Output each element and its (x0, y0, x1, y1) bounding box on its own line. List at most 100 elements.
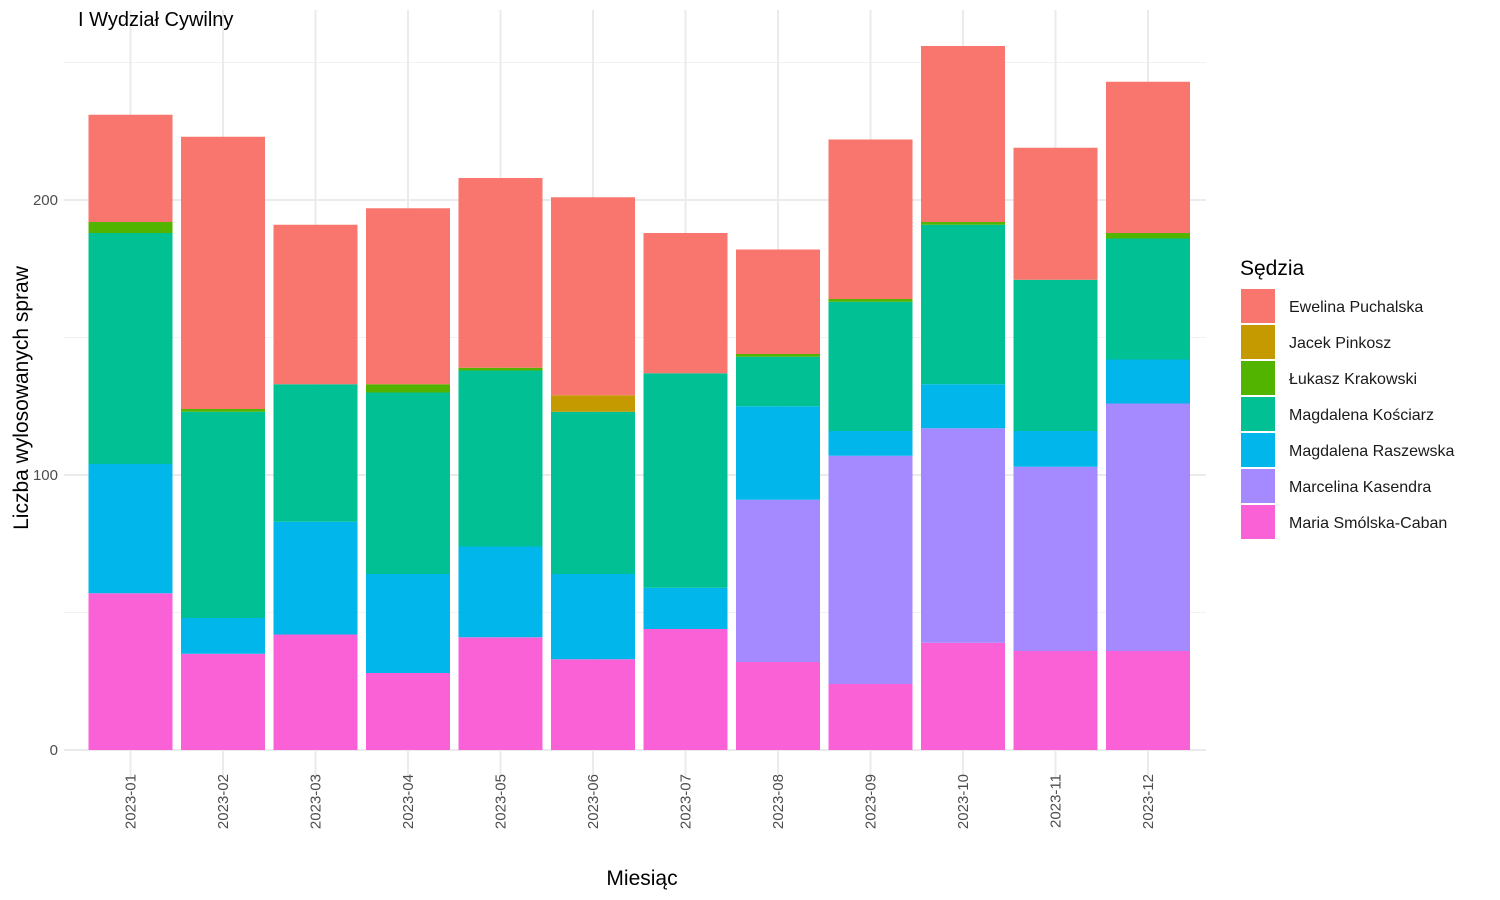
x-tick-label: 2023-12 (1140, 774, 1157, 829)
bar-segment (273, 384, 358, 522)
legend-label: Jacek Pinkosz (1289, 335, 1391, 352)
bar-segment (181, 411, 265, 618)
legend-swatch (1241, 325, 1275, 359)
legend-label: Marcelina Kasendra (1289, 479, 1431, 496)
bar-segment (828, 301, 913, 431)
x-tick-label: 2023-07 (678, 774, 695, 829)
bar-segment (88, 114, 173, 222)
bar-segment (181, 618, 265, 654)
bar-segment (1106, 359, 1190, 404)
bar-segment (551, 395, 635, 412)
x-tick-label: 2023-05 (493, 774, 510, 829)
bar-segment (643, 233, 728, 374)
bar-segment (88, 222, 173, 233)
legend-label: Magdalena Kościarz (1289, 407, 1434, 424)
x-tick-label: 2023-10 (955, 774, 972, 829)
bar-segment (1013, 279, 1098, 431)
bar-segment (366, 384, 450, 393)
bar-segment (1106, 233, 1190, 239)
legend-label: Magdalena Raszewska (1289, 443, 1455, 460)
bar-segment (921, 642, 1005, 750)
bar-segment (273, 634, 358, 750)
bar-segment (1013, 466, 1098, 651)
bar-segment (366, 574, 450, 673)
bar-segment (1013, 147, 1098, 280)
bar-segment (736, 662, 820, 750)
bar-segment (366, 392, 450, 574)
bar-segment (181, 409, 265, 412)
bar-segment (921, 46, 1005, 222)
x-tick-label: 2023-08 (770, 774, 787, 829)
x-tick-label: 2023-02 (215, 774, 232, 829)
x-tick-label: 2023-06 (585, 774, 602, 829)
bar-segment (458, 370, 543, 547)
bar-segment (1106, 403, 1190, 651)
x-tick-label: 2023-04 (400, 774, 417, 829)
legend-title: Sędzia (1240, 257, 1305, 280)
bar-segment (736, 249, 820, 354)
legend: Sędzia Ewelina Puchalska Jacek Pinkosz Łuk… (1240, 257, 1455, 539)
bar-segment (828, 139, 913, 299)
bar-segment (181, 136, 265, 409)
legend-swatch (1241, 433, 1275, 467)
bar-segment (1013, 431, 1098, 467)
bar-segment (921, 224, 1005, 385)
x-axis-title: Miesiąc (606, 867, 677, 890)
legend-swatch (1241, 505, 1275, 539)
y-axis-ticks: 0 100 200 (33, 192, 58, 759)
legend-swatch (1241, 397, 1275, 431)
bar-segment (736, 406, 820, 500)
bar-segment (273, 521, 358, 635)
bar-segment (921, 384, 1005, 429)
legend-label: Maria Smólska-Caban (1289, 515, 1447, 532)
x-tick-label: 2023-11 (1048, 774, 1065, 828)
bar-segment (366, 208, 450, 385)
bar-segment (181, 653, 265, 750)
bar-segment (921, 222, 1005, 225)
bar-segment (1106, 238, 1190, 360)
legend-label: Ewelina Puchalska (1289, 299, 1423, 316)
legend-swatch (1241, 289, 1275, 323)
bar-segment (1106, 651, 1190, 750)
legend-swatch (1241, 469, 1275, 503)
bar-segment (1106, 81, 1190, 233)
bar-segment (736, 356, 820, 407)
bar-segment (828, 431, 913, 456)
bar-segment (458, 367, 543, 371)
bar-segment (88, 593, 173, 750)
bar-segment (643, 373, 728, 588)
bar-segment (1013, 651, 1098, 750)
bar-segment (458, 637, 543, 750)
bar-segment (88, 233, 173, 464)
bar-segment (828, 684, 913, 750)
x-axis-ticks: 2023-01 2023-02 2023-03 2023-04 2023-05 2023-… (123, 774, 1158, 829)
x-tick-label: 2023-03 (308, 774, 325, 829)
y-tick-label: 100 (33, 467, 58, 484)
bar-segment (458, 178, 543, 368)
bar-segment (643, 587, 728, 629)
bar-segment (366, 673, 450, 750)
chart-title: I Wydział Cywilny (78, 9, 233, 31)
bar-segment (551, 411, 635, 574)
bar-segment (458, 546, 543, 638)
y-tick-label: 0 (50, 742, 58, 759)
bar-segment (551, 659, 635, 750)
x-tick-label: 2023-01 (123, 774, 140, 829)
x-tick-label: 2023-09 (863, 774, 880, 829)
bar-segment (88, 464, 173, 594)
legend-swatch (1241, 361, 1275, 395)
bar-segment (921, 428, 1005, 643)
bar-segment (828, 299, 913, 302)
bar-segment (736, 354, 820, 357)
bar-segment (828, 455, 913, 684)
bar-segment (643, 629, 728, 750)
bar-segment (273, 224, 358, 385)
bars (88, 46, 1190, 750)
bar-segment (551, 574, 635, 660)
bar-segment (736, 499, 820, 662)
y-axis-title: Liczba wylosowanych spraw (10, 265, 33, 530)
bar-segment (551, 197, 635, 396)
legend-label: Łukasz Krakowski (1289, 371, 1417, 388)
